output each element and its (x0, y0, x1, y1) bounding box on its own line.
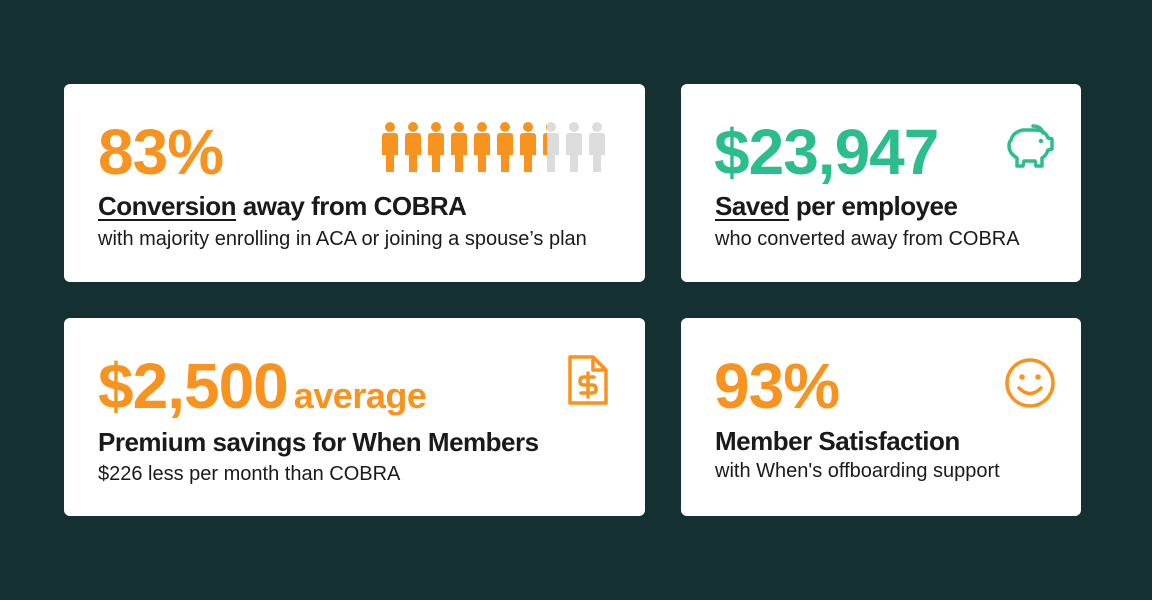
premium-subtext: $226 less per month than COBRA (98, 463, 401, 485)
piggy-bank-icon (1007, 124, 1054, 168)
conversion-underlined-word: Conversion (98, 191, 237, 221)
conversion-percentage: 83% (98, 116, 224, 188)
satisfaction-subtext: with When's offboarding support (715, 460, 1000, 482)
satisfaction-percentage: 93% (714, 350, 840, 422)
smiley-icon (1005, 358, 1055, 408)
premium-stat-card: $2,500 average Premium savings for When M… (64, 318, 645, 516)
satisfaction-stat-card: 93% Member Satisfaction with When's offb… (681, 318, 1081, 516)
dollar-document-icon (568, 355, 608, 405)
saved-heading: Saved per employee (715, 191, 958, 221)
premium-suffix: average (293, 375, 427, 416)
premium-amount: $2,500 average (98, 350, 427, 422)
conversion-stat-card: 83% Conversion away from COBRA with majo… (64, 84, 645, 282)
saved-underlined-word: Saved (715, 191, 790, 221)
conversion-subtext: with majority enrolling in ACA or joinin… (98, 228, 587, 250)
premium-heading: Premium savings for When Members (98, 427, 539, 457)
saved-amount: $23,947 (714, 116, 939, 188)
satisfaction-heading: Member Satisfaction (715, 426, 960, 456)
conversion-heading: Conversion away from COBRA (98, 191, 467, 221)
savings-stat-card: $23,947 Saved per employee who converted… (681, 84, 1081, 282)
saved-subtext: who converted away from COBRA (715, 228, 1020, 250)
people-icon (382, 122, 605, 172)
